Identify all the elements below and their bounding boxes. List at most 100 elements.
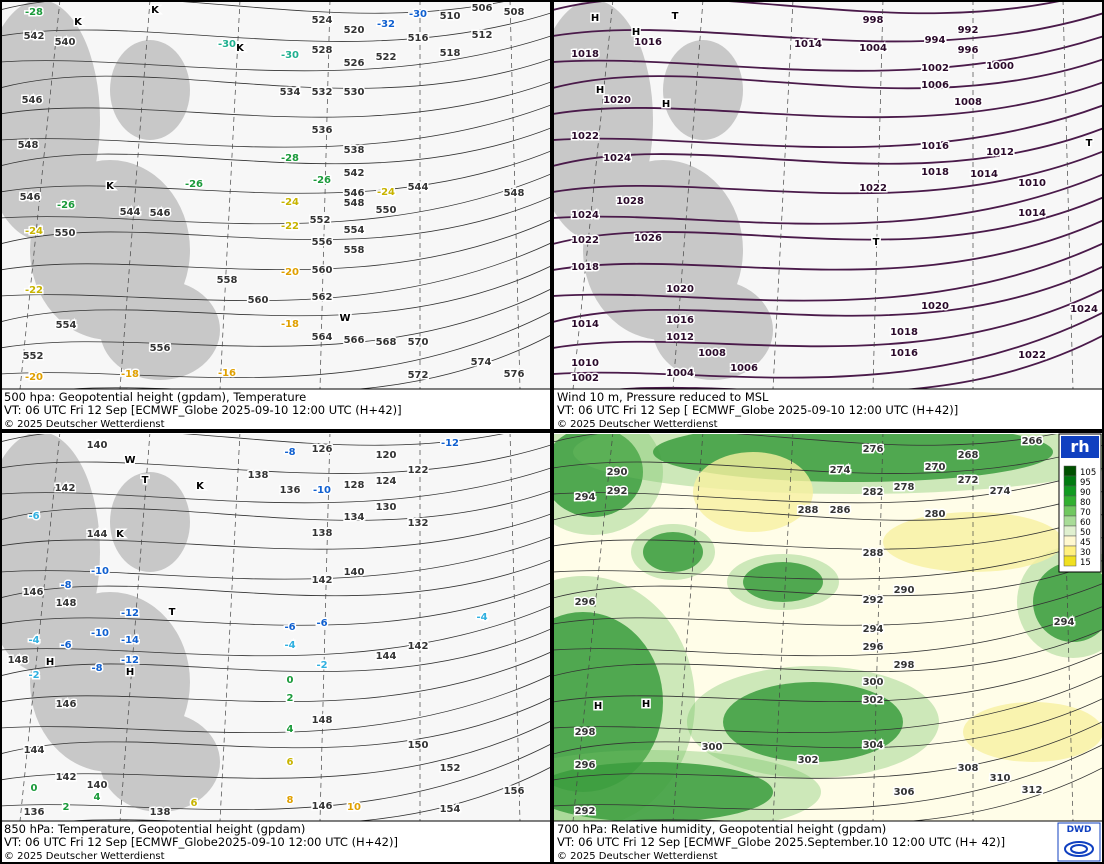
contour-label: 134 <box>344 512 365 523</box>
contour-label: 544 <box>120 207 141 218</box>
contour-label: 572 <box>408 370 429 381</box>
contour-label: 300 <box>702 742 723 753</box>
legend-label: 50 <box>1080 528 1091 538</box>
dry-area <box>963 702 1102 762</box>
contour-label: 1008 <box>698 348 726 359</box>
contour-label: 544 <box>408 182 429 193</box>
humidity-area <box>554 750 821 821</box>
contour-label: -26 <box>57 200 75 211</box>
contour-line <box>2 196 551 244</box>
contour-label: 154 <box>440 804 461 815</box>
contour-label: 524 <box>312 15 333 26</box>
contour-label: 1018 <box>571 262 599 273</box>
contour-label: 532 <box>312 87 333 98</box>
contour-label: 2 <box>287 693 294 704</box>
contour-line <box>2 311 551 379</box>
contour-label: 290 <box>607 467 628 478</box>
contour-line <box>554 219 1102 271</box>
contour-label: 304 <box>863 740 884 751</box>
contour-label: 148 <box>56 598 77 609</box>
contour-label: -4 <box>28 635 39 646</box>
contour-label: 560 <box>248 295 269 306</box>
contour-line <box>2 12 551 42</box>
graticule <box>119 2 151 389</box>
contour-label: 310 <box>990 773 1011 784</box>
contour-label: 1016 <box>890 348 918 359</box>
land <box>663 40 743 140</box>
graticule <box>772 2 794 389</box>
panel-frame <box>552 0 1104 431</box>
contour-label: 560 <box>312 265 333 276</box>
contour-label: 144 <box>24 745 45 756</box>
contour-line <box>2 242 551 302</box>
contour-label: 996 <box>958 45 979 56</box>
humidity-area <box>723 682 903 762</box>
contour-label: 554 <box>344 225 365 236</box>
contour-label: -16 <box>218 368 236 379</box>
contour-line <box>554 265 1102 323</box>
graticule <box>672 434 704 821</box>
contour-label: 1028 <box>616 196 644 207</box>
legend-swatch <box>1063 555 1077 567</box>
caption: 500 hpa: Geopotential height (gpdam), Te… <box>4 390 306 404</box>
contour-label: 124 <box>376 476 397 487</box>
contour-label: 292 <box>575 806 596 817</box>
contour-label: 146 <box>312 801 333 812</box>
contour-line <box>554 173 1102 225</box>
contour-line <box>2 127 551 166</box>
contour-label: -20 <box>281 267 299 278</box>
contour-label: 1022 <box>1018 350 1046 361</box>
contour-label: 1004 <box>859 43 887 54</box>
caption: VT: 06 UTC Fri 12 Sep [ ECMWF_Globe 2025… <box>557 403 958 417</box>
contour-label: 4 <box>287 724 294 735</box>
contour-label: T <box>1086 138 1093 149</box>
contour-label: 6 <box>287 757 294 768</box>
contour-label: 1014 <box>794 39 822 50</box>
contour-label: 546 <box>344 188 365 199</box>
contour-line <box>613 334 1102 389</box>
graticule <box>319 434 331 821</box>
land <box>110 472 190 572</box>
contour-label: 136 <box>24 807 45 818</box>
contour-label: T <box>873 237 880 248</box>
contour-label: 1016 <box>666 315 694 326</box>
contour-label: 144 <box>87 529 108 540</box>
logo-swirl <box>1070 844 1088 854</box>
contour-label: 142 <box>56 772 77 783</box>
caption: © 2025 Deutscher Wetterdienst <box>557 851 718 862</box>
contour-label: 1018 <box>921 167 949 178</box>
land <box>100 712 220 812</box>
contour-label: 1020 <box>666 284 694 295</box>
contour-label: K <box>106 181 115 192</box>
contour-label: 278 <box>894 482 915 493</box>
panel-frame <box>0 0 552 431</box>
contour-line <box>554 445 1102 474</box>
contour-line <box>2 582 551 626</box>
contour-label: 282 <box>863 487 884 498</box>
contour-label: H <box>632 27 640 38</box>
contour-line <box>554 311 1102 379</box>
contour-label: T <box>672 11 679 22</box>
contour-label: W <box>339 313 350 324</box>
contour-label: 298 <box>575 727 596 738</box>
contour-label: 276 <box>863 444 884 455</box>
contour-label: 148 <box>8 655 29 666</box>
contour-line <box>554 81 1102 119</box>
contour-label: 270 <box>925 462 946 473</box>
contour-label: 302 <box>798 755 819 766</box>
caption: 700 hPa: Relative humidity, Geopotential… <box>557 822 886 836</box>
contour-line <box>554 721 1102 781</box>
graticule <box>572 434 614 821</box>
caption: VT: 06 UTC Fri 12 Sep [ECMWF_Globe 2025.… <box>557 835 1005 849</box>
contour-label: 286 <box>830 505 851 516</box>
contour-label: 556 <box>150 343 171 354</box>
contour-line <box>554 744 1102 811</box>
map <box>2 434 551 821</box>
contour-line <box>554 468 1102 504</box>
legend-label: 60 <box>1080 518 1091 528</box>
contour-label: 292 <box>863 595 884 606</box>
legend-label: 95 <box>1080 478 1091 488</box>
contour-label: 536 <box>312 125 333 136</box>
contour-label: K <box>74 17 83 28</box>
